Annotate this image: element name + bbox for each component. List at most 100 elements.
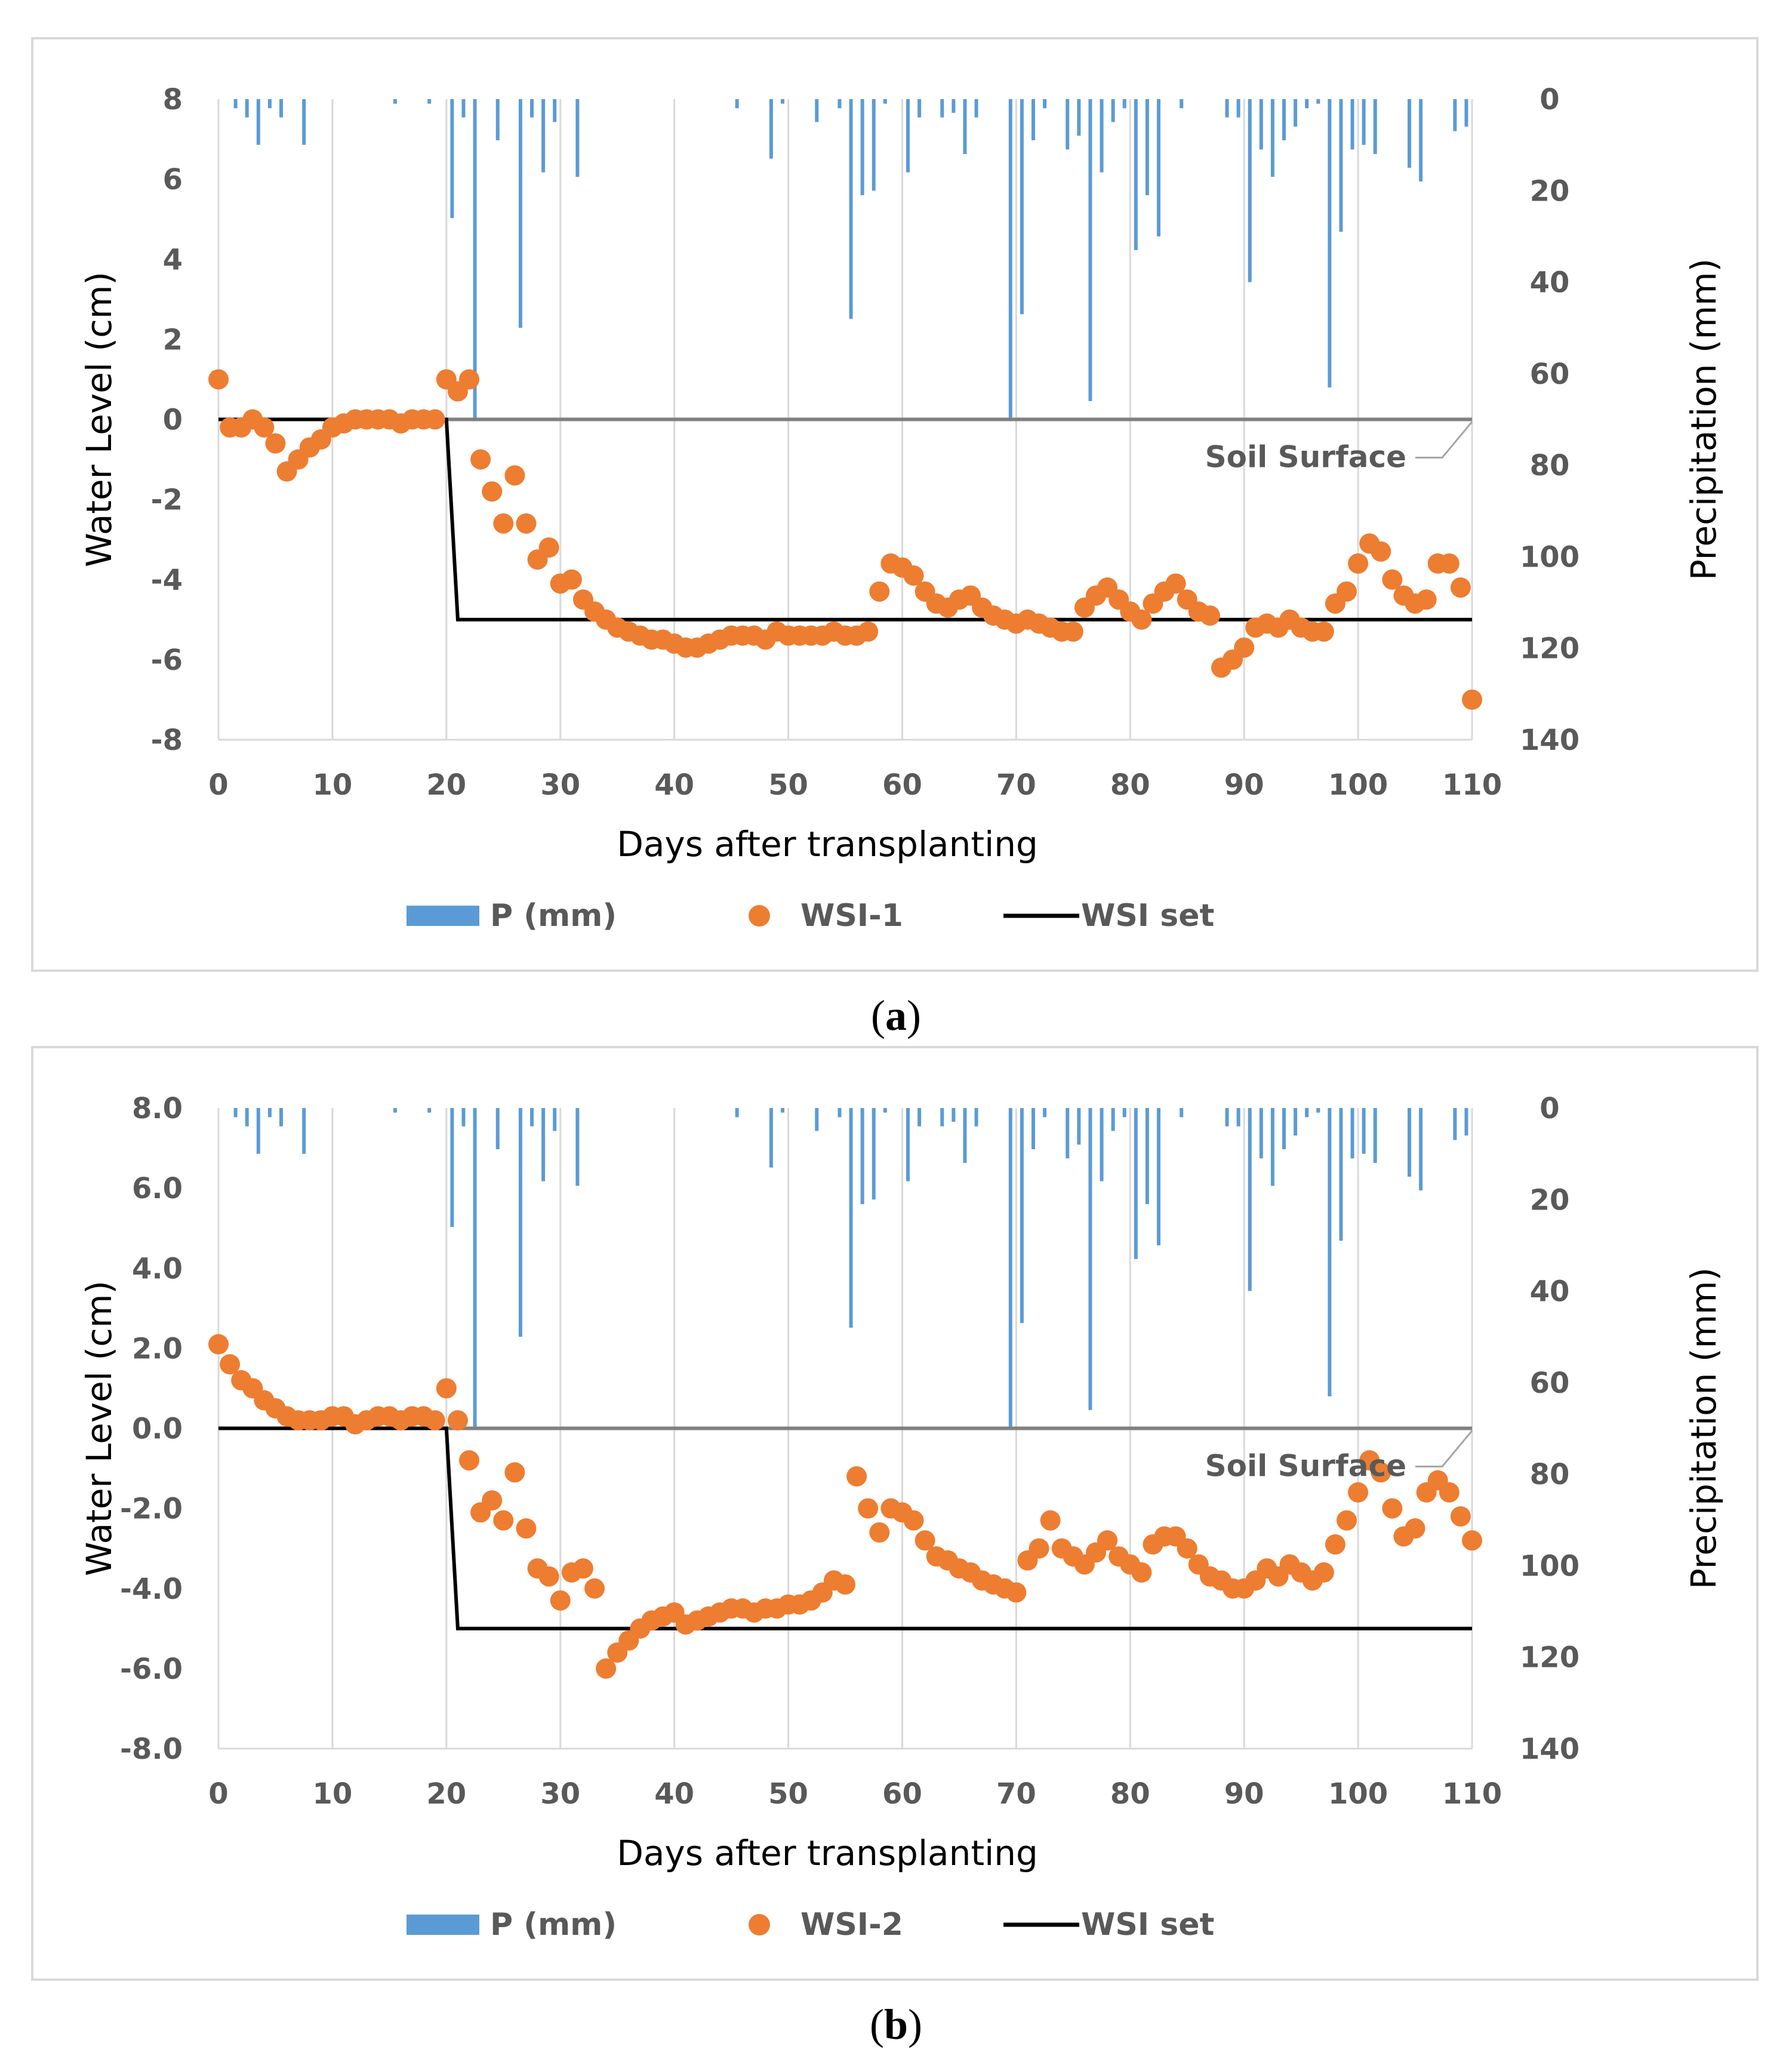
precip-bar — [815, 99, 819, 122]
precip-bar — [518, 1108, 522, 1337]
wsi-point — [1234, 637, 1255, 658]
y-left-tick-label: -4.0 — [120, 1573, 183, 1606]
y-left-tick-label: 0 — [163, 404, 183, 437]
precip-bar — [1350, 99, 1354, 150]
y-left-tick-label: 2 — [163, 323, 183, 356]
precip-bar — [1180, 1108, 1184, 1118]
precip-bar — [1328, 1108, 1332, 1396]
precip-bar — [553, 1108, 557, 1131]
y-left-tick-label: -6 — [151, 644, 183, 677]
wsi-point — [504, 465, 525, 486]
wsi-point — [1177, 1538, 1197, 1559]
precip-bar — [963, 99, 967, 154]
wsi-set-line — [218, 1426, 1472, 1630]
wsi-point — [1439, 1482, 1460, 1503]
annotation-leader-line — [1415, 421, 1473, 458]
wsi-point — [516, 513, 537, 534]
wsi-point — [1199, 605, 1220, 626]
wsi-point — [1131, 609, 1152, 630]
precip-bar — [952, 99, 956, 113]
precip-bar — [1464, 99, 1468, 127]
precip-bar — [838, 1108, 842, 1118]
y-left-tick-label: -2 — [151, 484, 183, 517]
precip-bar — [1316, 1108, 1320, 1113]
precip-bar — [1408, 1108, 1411, 1177]
chart-panel-b: 8.0 6.0 4.0 2.0 0.0 -2.0 -4.0 -6.0 -8.0 0 20 40 60 80… — [31, 1046, 1759, 1981]
x-tick-label: 0 — [208, 768, 228, 802]
precip-bar — [267, 1108, 272, 1118]
x-tick-label: 90 — [1224, 768, 1264, 802]
precip-bar — [1008, 99, 1012, 420]
wsi-point — [1371, 1462, 1391, 1483]
precip-bar — [883, 99, 887, 104]
y-left-axis-title: Water Level (cm) — [79, 272, 119, 567]
precip-bar — [1122, 99, 1126, 109]
wsi-point — [1313, 1562, 1334, 1583]
wsi-point — [1337, 581, 1357, 602]
y-right-tick-label: 0 — [1539, 1092, 1559, 1125]
precip-bar — [575, 1108, 580, 1186]
wsi-point — [1371, 541, 1391, 562]
precip-bar — [1282, 1108, 1286, 1149]
precip-bar — [450, 1108, 454, 1227]
y-right-tick-label: 60 — [1530, 1367, 1570, 1400]
wsi-point — [470, 449, 491, 470]
x-tick-label: 70 — [996, 768, 1036, 802]
wsi-point — [1097, 1530, 1118, 1551]
soil-surface-annotation: Soil Surface — [1205, 1449, 1406, 1484]
precip-bar — [1305, 1108, 1309, 1118]
wsi-point — [1462, 1530, 1482, 1551]
y-right-tick-label: 60 — [1530, 358, 1570, 391]
x-tick-label: 0 — [208, 1777, 228, 1811]
precip-bar — [906, 1108, 910, 1181]
x-tick-label: 30 — [540, 1777, 580, 1811]
wsi-point — [1063, 621, 1083, 642]
precip-bar — [1362, 99, 1366, 145]
chart-b: 8.0 6.0 4.0 2.0 0.0 -2.0 -4.0 -6.0 -8.0 0 20 40 60 80… — [79, 1092, 1724, 1943]
wsi-point — [1337, 1510, 1357, 1531]
precip-bar — [1453, 99, 1457, 131]
wsi-point — [1450, 1506, 1471, 1527]
precip-bar — [530, 99, 534, 118]
y-left-tick-label: 6 — [163, 163, 183, 196]
precip-bar — [1134, 1108, 1138, 1259]
wsi-point — [1382, 1498, 1403, 1519]
precip-bar — [860, 1108, 864, 1204]
wsi-point — [596, 1658, 617, 1679]
wsi-points — [208, 1334, 1482, 1679]
x-axis-title: Days after transplanting — [617, 824, 1038, 864]
y-left-tick-label: 8.0 — [132, 1092, 183, 1125]
wsi-point — [1040, 1510, 1061, 1531]
precip-bar — [917, 99, 922, 118]
soil-surface-annotation: Soil Surface — [1205, 440, 1406, 475]
wsi-point — [915, 1530, 935, 1551]
precip-bar — [1100, 1108, 1104, 1181]
precip-bar — [1236, 1108, 1240, 1127]
x-tick-label: 70 — [996, 1777, 1036, 1811]
precip-bar — [815, 1108, 819, 1131]
panel-caption-a: (a) — [871, 992, 921, 1039]
precip-bar — [1100, 99, 1104, 173]
precip-bar — [1088, 99, 1092, 401]
wsi-point — [858, 621, 879, 642]
legend-label-precip: P (mm) — [490, 1907, 617, 1943]
wsi-point — [903, 1510, 924, 1531]
legend: P (mm) WSI-2 WSI set — [407, 1907, 1214, 1943]
precip-bar — [781, 1108, 784, 1113]
precip-bar — [1077, 99, 1081, 136]
y-left-tick-label: 4 — [163, 243, 183, 276]
y-right-tick-label: 80 — [1530, 449, 1570, 482]
x-tick-label: 60 — [882, 1777, 922, 1811]
x-tick-label: 50 — [768, 1777, 808, 1811]
precip-bar — [1419, 1108, 1423, 1190]
precip-bar — [302, 99, 306, 145]
wsi-point — [516, 1518, 537, 1539]
precip-bar — [872, 1108, 876, 1200]
y-right-tick-label: 140 — [1520, 724, 1579, 757]
legend-label-wsi: WSI-1 — [800, 898, 903, 934]
precip-bar — [1008, 1108, 1012, 1429]
precipitation-bars — [233, 1108, 1468, 1429]
wsi-point — [482, 481, 503, 502]
precip-bar — [1339, 1108, 1343, 1241]
